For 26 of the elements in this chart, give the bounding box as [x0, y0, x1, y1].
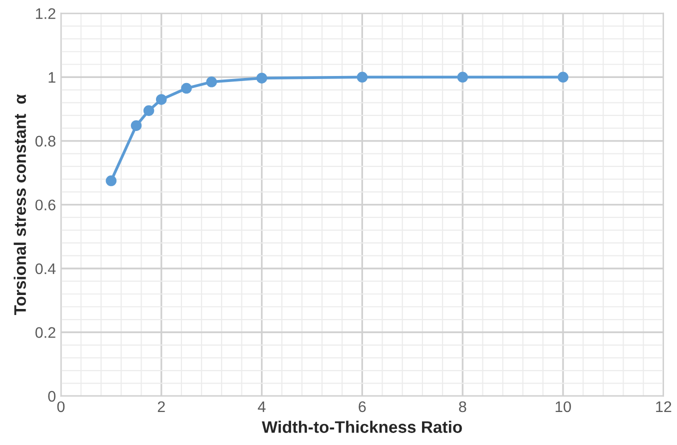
- point: [181, 82, 192, 94]
- y-axis-title: Torsional stress constant α: [14, 94, 26, 316]
- point: [143, 105, 154, 116]
- y-tick-label: 0.8: [35, 136, 56, 147]
- point: [457, 72, 468, 83]
- y-tick-label: 0: [48, 390, 56, 402]
- y-tick-label: 1: [48, 72, 56, 83]
- x-tick-label: 6: [358, 401, 366, 412]
- point: [558, 72, 568, 83]
- y-tick-label: 0.6: [35, 200, 56, 210]
- x-tick-label: 12: [656, 401, 672, 412]
- point: [356, 72, 368, 83]
- point: [206, 76, 217, 88]
- point: [130, 120, 142, 131]
- x-tick-label: 4: [258, 401, 266, 412]
- y-tick-label: 0.2: [35, 327, 56, 338]
- point: [256, 72, 268, 84]
- point: [106, 175, 117, 186]
- point: [156, 94, 167, 105]
- x-tick-label: 10: [556, 401, 571, 412]
- x-tick-label: 2: [158, 401, 165, 412]
- x-tick-label: 8: [459, 401, 466, 412]
- y-tick-label: 1.2: [36, 8, 56, 19]
- y-tick-label: 0.4: [35, 263, 56, 274]
- x-tick-label: 0: [57, 401, 65, 412]
- x-axis-title: Width-to-Thickness Ratio: [262, 420, 462, 433]
